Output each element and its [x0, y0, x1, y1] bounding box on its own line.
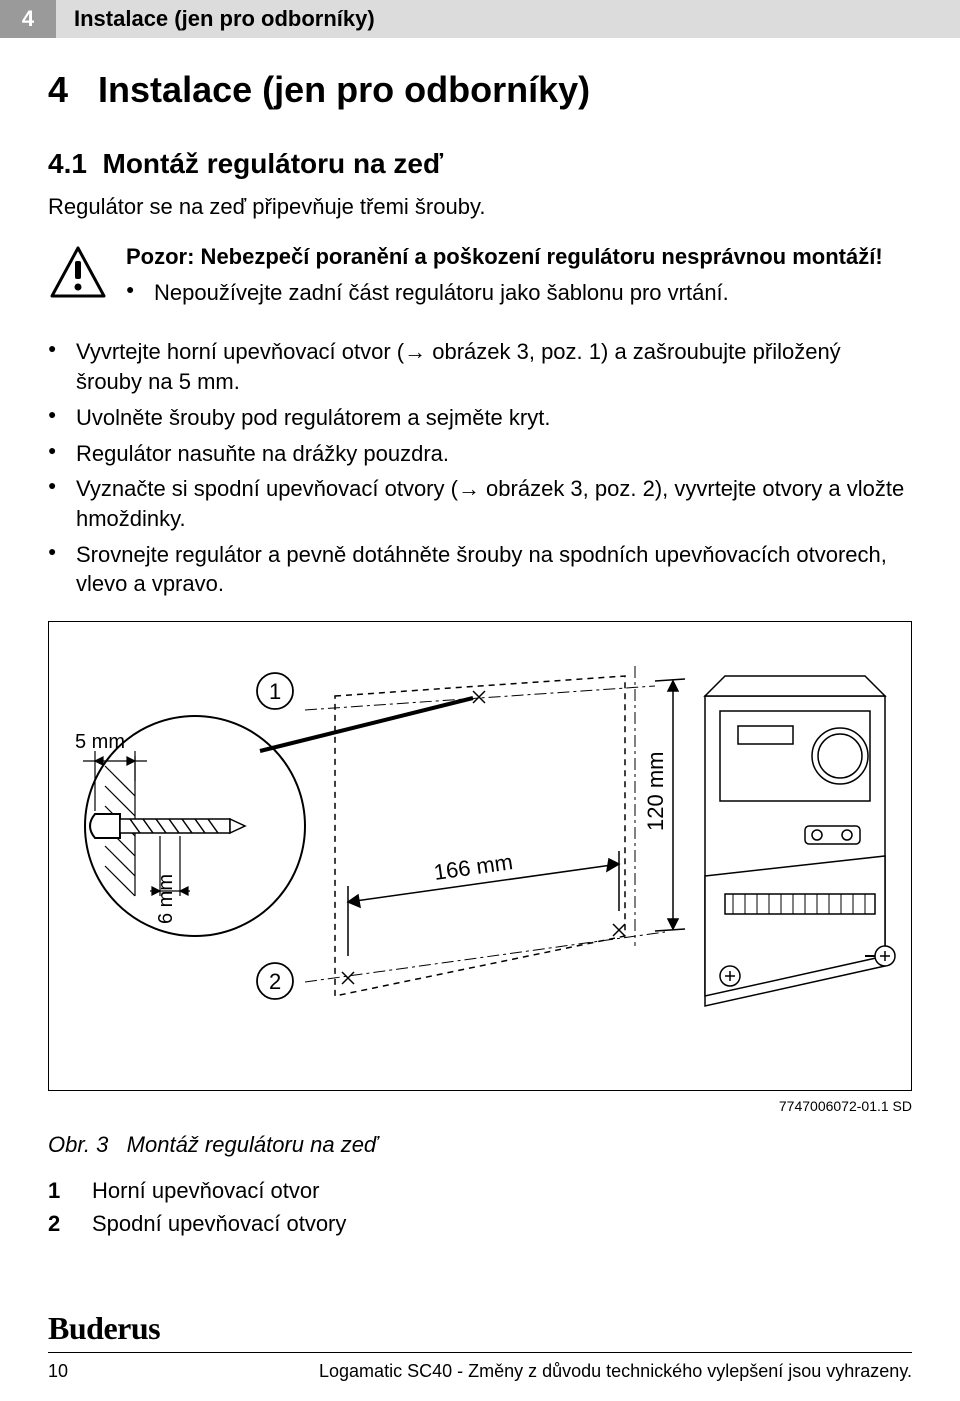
step-item: Vyznačte si spodní upevňovací otvory (→ …	[48, 474, 912, 533]
subsection-number: 4.1	[48, 148, 87, 179]
page-content: 4 Instalace (jen pro odborníky) 4.1 Mont…	[0, 38, 960, 1239]
subsection-intro: Regulátor se na zeď připevňuje třemi šro…	[48, 192, 912, 222]
figure-code: 7747006072-01.1 SD	[48, 1097, 912, 1116]
legend-row: 2 Spodní upevňovací otvory	[48, 1209, 912, 1239]
dim-120mm: 120 mm	[643, 751, 668, 830]
callout-1: 1	[269, 679, 281, 704]
dim-5mm: 5 mm	[75, 731, 125, 753]
page-header-bar: 4 Instalace (jen pro odborníky)	[0, 0, 960, 38]
warning-block: Pozor: Nebezpečí poranění a poškození re…	[48, 242, 912, 313]
header-section-title: Instalace (jen pro odborníky)	[56, 0, 960, 38]
legend-num: 1	[48, 1176, 68, 1206]
dim-6mm: 6 mm	[155, 874, 177, 924]
step-item: Regulátor nasuňte na drážky pouzdra.	[48, 439, 912, 469]
legend-text: Spodní upevňovací otvory	[92, 1209, 346, 1239]
dim-166mm: 166 mm	[432, 849, 514, 885]
figure-box: 5 mm 6 mm	[48, 621, 912, 1091]
warning-icon	[48, 242, 108, 298]
steps-list: Vyvrtejte horní upevňovací otvor (→ obrá…	[48, 337, 912, 599]
warning-text: Pozor: Nebezpečí poranění a poškození re…	[126, 242, 883, 313]
figure-caption: Obr. 3 Montáž regulátoru na zeď	[48, 1130, 912, 1160]
figure-caption-text: Montáž regulátoru na zeď	[127, 1132, 378, 1157]
section-title-text: Instalace (jen pro odborníky)	[98, 69, 590, 110]
step-item: Vyvrtejte horní upevňovací otvor (→ obrá…	[48, 337, 912, 396]
warning-bold: Pozor: Nebezpečí poranění a poškození re…	[126, 242, 883, 272]
mounting-diagram: 5 mm 6 mm	[63, 636, 897, 1076]
step-item: Srovnejte regulátor a pevně dotáhněte šr…	[48, 540, 912, 599]
legend-num: 2	[48, 1209, 68, 1239]
page-number: 10	[48, 1359, 68, 1383]
subsection-heading: 4.1 Montáž regulátoru na zeď	[48, 145, 912, 183]
header-section-number: 4	[0, 0, 56, 38]
section-number: 4	[48, 69, 68, 110]
section-heading: 4 Instalace (jen pro odborníky)	[48, 66, 912, 115]
step-item: Uvolněte šrouby pod regulátorem a sejmět…	[48, 403, 912, 433]
legend-row: 1 Horní upevňovací otvor	[48, 1176, 912, 1206]
warning-bullet: Nepoužívejte zadní část regulátoru jako …	[126, 278, 883, 308]
figure-legend: 1 Horní upevňovací otvor 2 Spodní upevňo…	[48, 1176, 912, 1239]
figure-caption-prefix: Obr. 3	[48, 1132, 108, 1157]
subsection-title-text: Montáž regulátoru na zeď	[103, 148, 444, 179]
brand-logo: Buderus	[48, 1307, 912, 1350]
page-footer: Buderus 10 Logamatic SC40 - Změny z důvo…	[48, 1307, 912, 1383]
footer-right-text: Logamatic SC40 - Změny z důvodu technick…	[319, 1359, 912, 1383]
legend-text: Horní upevňovací otvor	[92, 1176, 319, 1206]
callout-2: 2	[269, 969, 281, 994]
